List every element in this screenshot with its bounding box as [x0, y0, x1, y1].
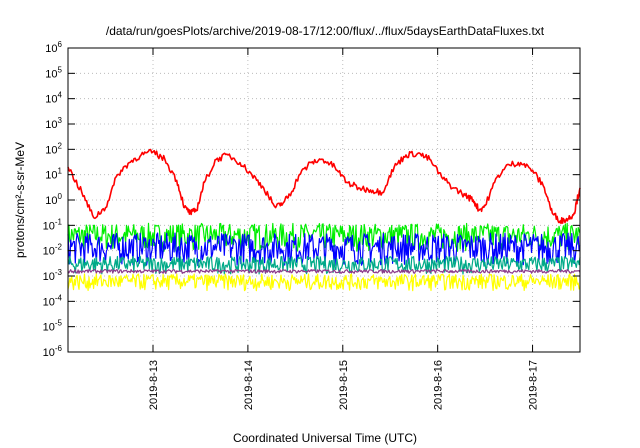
y-tick-label: 10-5 [43, 319, 63, 334]
series-teal-line [67, 255, 581, 275]
x-tick-label: 2019-8-14 [243, 360, 255, 410]
series-green-line [67, 222, 581, 252]
y-tick-label: 104 [45, 91, 62, 106]
x-tick-label: 2019-8-17 [528, 360, 540, 410]
ticks: 106 105 104 103 102 101 100 10-1 10-2 10-3 10-4 10-… [43, 40, 580, 410]
y-tick-label: 10-4 [43, 293, 63, 308]
y-tick-label: 10-3 [43, 268, 63, 283]
y-tick-label: 105 [45, 65, 62, 80]
x-tick-label: 2019-8-16 [433, 360, 445, 410]
series-purple-line [67, 268, 581, 274]
y-tick-label: 106 [45, 40, 62, 55]
x-tick-label: 2019-8-13 [148, 360, 160, 410]
x-axis-label: Coordinated Universal Time (UTC) [233, 431, 417, 445]
y-tick-label: 101 [45, 167, 62, 182]
grid [68, 48, 580, 352]
x-tick-label: 2019-8-15 [338, 360, 350, 410]
chart-title: /data/run/goesPlots/archive/2019-08-17/1… [106, 24, 545, 38]
series-red-line [67, 148, 581, 225]
y-tick-label: 10-1 [43, 217, 63, 232]
y-tick-label: 102 [45, 141, 62, 156]
series-blue-line [67, 232, 581, 267]
y-tick-label: 100 [45, 192, 62, 207]
y-tick-label: 10-6 [43, 344, 63, 359]
y-tick-label: 10-2 [43, 243, 63, 258]
series-yellow-line [67, 273, 581, 292]
y-axis-label: protons/cm²-s-sr-MeV [13, 142, 27, 258]
y-tick-label: 103 [45, 116, 62, 131]
series-layer [67, 148, 581, 292]
